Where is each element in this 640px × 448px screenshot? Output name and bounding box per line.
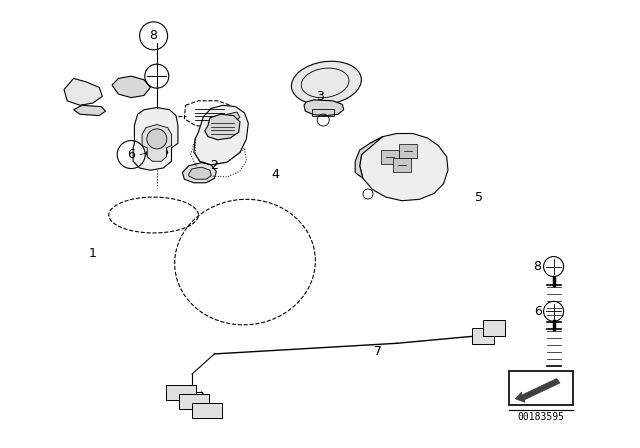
Polygon shape: [360, 134, 448, 201]
Polygon shape: [64, 78, 102, 105]
Text: 00183595: 00183595: [517, 412, 564, 422]
Polygon shape: [74, 105, 106, 116]
Bar: [483, 320, 505, 336]
Bar: [399, 144, 417, 159]
Text: 1: 1: [89, 246, 97, 260]
Bar: [192, 403, 222, 418]
Text: 3: 3: [316, 90, 324, 103]
Polygon shape: [133, 108, 178, 170]
Text: 2: 2: [211, 159, 218, 172]
Bar: [381, 150, 399, 164]
Polygon shape: [112, 76, 150, 98]
Polygon shape: [515, 379, 560, 402]
Polygon shape: [225, 112, 240, 122]
Text: 7: 7: [374, 345, 381, 358]
Circle shape: [147, 129, 167, 149]
Bar: [179, 394, 209, 409]
Polygon shape: [182, 163, 216, 183]
Polygon shape: [142, 125, 172, 161]
Polygon shape: [189, 167, 211, 179]
Ellipse shape: [291, 61, 362, 104]
Text: 8: 8: [150, 29, 157, 43]
Polygon shape: [146, 144, 168, 160]
Text: 8: 8: [534, 260, 541, 273]
Text: 5: 5: [475, 190, 483, 204]
Bar: [509, 371, 573, 405]
Bar: [472, 328, 493, 344]
Bar: [393, 158, 411, 172]
Polygon shape: [205, 114, 240, 140]
Polygon shape: [194, 105, 248, 165]
Polygon shape: [304, 100, 344, 116]
Text: 4: 4: [271, 168, 279, 181]
Bar: [166, 385, 196, 401]
Polygon shape: [355, 137, 383, 178]
Text: 6: 6: [534, 305, 541, 318]
Text: 6: 6: [127, 148, 135, 161]
